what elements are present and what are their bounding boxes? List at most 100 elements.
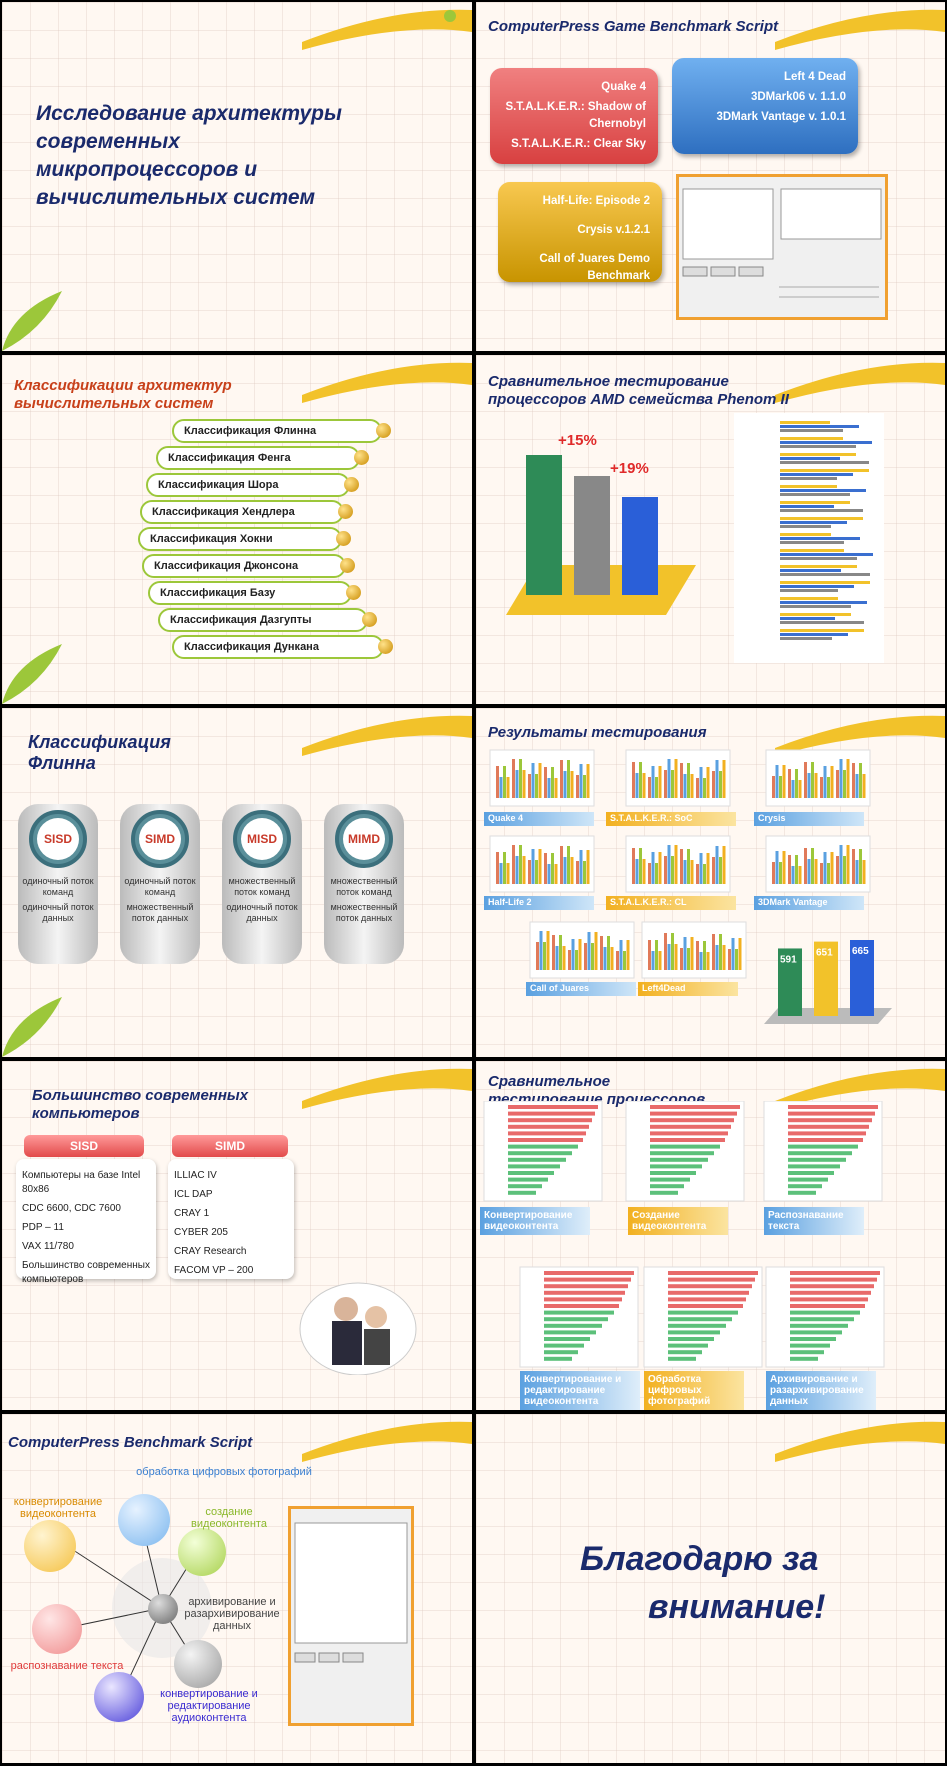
chart-bar	[699, 853, 703, 884]
mini-charts	[489, 749, 871, 979]
chart-bar	[788, 1118, 872, 1123]
chart-bar	[508, 1111, 595, 1116]
chart-bar	[544, 1343, 584, 1348]
classification-item[interactable]: Классификация Джонсона	[142, 554, 346, 578]
percent-label: +19%	[610, 460, 649, 477]
chart-bar	[508, 1144, 578, 1149]
chart-bar	[780, 633, 848, 636]
score-bar	[850, 940, 874, 1016]
slide-classifications[interactable]: Классификации архитектур вычислительных …	[2, 355, 472, 704]
slide-intel-amd[interactable]: Сравнительное тестирование процессоров I…	[476, 1061, 945, 1410]
classification-item[interactable]: Классификация Фенга	[156, 446, 360, 470]
chart-bar	[667, 759, 671, 798]
chart-bar	[496, 852, 499, 884]
chart-bar	[862, 860, 866, 884]
chart-bar	[788, 1164, 840, 1169]
chart-bar	[790, 1284, 874, 1289]
classification-item[interactable]: Классификация Шора	[146, 473, 350, 497]
decor-leaf	[2, 291, 62, 351]
flynn-card-misd[interactable]: MISD множественный поток команд одиночны…	[222, 804, 302, 964]
classification-item[interactable]: Классификация Дазгупты	[158, 608, 368, 632]
chart-bar	[512, 845, 515, 884]
flynn-card-sisd[interactable]: SISD одиночный поток команд одиночный по…	[18, 804, 98, 964]
chart-bar	[568, 950, 571, 970]
slide-title[interactable]: Исследование архитектуры современных мик…	[2, 2, 472, 351]
decor-swoosh	[302, 1068, 472, 1109]
chart-bar	[795, 855, 798, 884]
chart-bar	[571, 939, 575, 970]
chart-bar	[780, 485, 837, 488]
slide-game-benchmark[interactable]: ComputerPress Game Benchmark Script Quak…	[476, 2, 945, 351]
thanks-line-1: Благодарю за	[580, 1540, 819, 1578]
chart-bar	[508, 1138, 583, 1142]
chart-bar	[560, 846, 563, 884]
flynn-card-simd[interactable]: SIMD одиночный поток команд множественны…	[120, 804, 200, 964]
chart-bar	[703, 778, 706, 798]
slide-modern-computers[interactable]: Большинство современных компьютеров SISD…	[2, 1061, 472, 1410]
flynn-card-mimd[interactable]: MIMD множественный поток команд множеств…	[324, 804, 404, 964]
chart-bar	[560, 760, 563, 798]
chart-bar	[642, 859, 646, 884]
slide-amd-phenom[interactable]: Сравнительное тестирование процессоров A…	[476, 355, 945, 704]
chart-bar	[668, 1317, 732, 1322]
slide-flynn[interactable]: Классификация Флинна SISD одиночный пото…	[2, 708, 472, 1057]
ring-badge: SISD	[29, 810, 87, 868]
chart-bar	[788, 1124, 869, 1129]
chart-bar	[650, 1151, 714, 1156]
chart-bar	[690, 860, 694, 884]
chart-bar	[780, 549, 844, 552]
card-line: одиночный поток данных	[226, 902, 298, 923]
chart-bar	[664, 770, 667, 798]
chart-label: Crysis	[754, 812, 864, 826]
bar-chart-3d: +15% +19%	[506, 432, 696, 615]
slide-title: Классификация Флинна	[28, 732, 171, 773]
chart-bar	[626, 940, 630, 970]
chart-bar	[651, 951, 655, 970]
slide-results[interactable]: Результаты тестирования Quake 4 S.T.A.L.…	[476, 708, 945, 1057]
ring-badge: MISD	[233, 810, 291, 868]
score-bar	[814, 941, 838, 1016]
ball-orange	[24, 1520, 76, 1572]
chart-bar	[775, 851, 779, 884]
chart-bar	[570, 857, 574, 884]
bullet-dot	[346, 585, 361, 600]
chart-bar	[576, 861, 579, 884]
chart-bar	[575, 950, 578, 970]
bullet-dot	[344, 477, 359, 492]
slide-thanks[interactable]: Благодарю за внимание!	[476, 1414, 945, 1763]
chart-bar	[591, 943, 594, 970]
bullet-dot	[338, 504, 353, 519]
card-line: одиночный поток данных	[22, 902, 94, 923]
slide-benchmark-script[interactable]: ComputerPress Benchmark Script обработка…	[2, 1414, 472, 1763]
mini-bar-charts	[483, 1101, 885, 1368]
chart-bar	[600, 936, 603, 970]
chart-bar	[780, 569, 841, 572]
chart-bar	[814, 773, 818, 798]
app-dialog-screenshot	[288, 1506, 414, 1726]
card-abbr: SIMD	[139, 818, 181, 860]
slide-title: Результаты тестирования	[488, 724, 707, 741]
list-item: ILLIAC IV	[174, 1170, 217, 1181]
classification-item[interactable]: Классификация Хендлера	[140, 500, 344, 524]
chart-bar	[554, 778, 558, 798]
classification-item[interactable]: Классификация Флинна	[172, 419, 382, 443]
classification-item[interactable]: Классификация Хокни	[138, 527, 342, 551]
chart-bar	[583, 861, 586, 884]
chart-bar	[567, 846, 570, 884]
chart-label: Конвертирование и редактирование видеоко…	[520, 1371, 640, 1410]
chart-bar	[506, 777, 510, 798]
chart-bar	[538, 763, 542, 798]
chart-bar	[843, 770, 846, 798]
classification-item[interactable]: Классификация Дункана	[172, 635, 384, 659]
simd-list: ILLIAC IV ICL DAP CRAY 1 CYBER 205 CRAY …	[168, 1159, 294, 1279]
chart-bar	[619, 940, 623, 970]
chart-bar	[780, 501, 850, 504]
chart-bar	[703, 941, 706, 970]
classification-item[interactable]: Классификация Базу	[148, 581, 352, 605]
chart-bar	[642, 773, 646, 798]
chart-bar	[632, 762, 635, 798]
chart-bar	[712, 771, 715, 798]
chart-bar	[668, 1343, 708, 1348]
chart-bar	[668, 1337, 714, 1341]
